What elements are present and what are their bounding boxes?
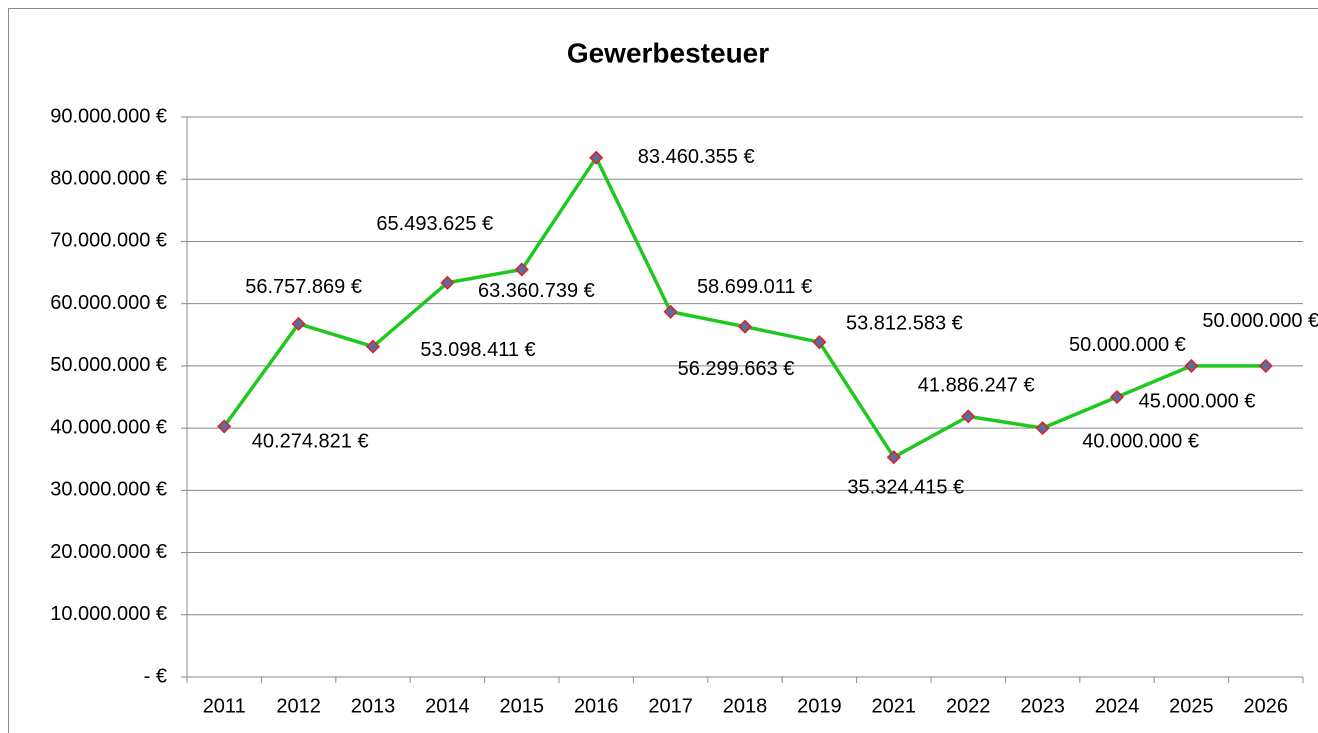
marker	[291, 316, 306, 331]
marker	[1035, 421, 1050, 436]
data-label: 63.360.739 €	[478, 280, 595, 302]
x-tick-label: 2018	[723, 695, 768, 717]
marker	[589, 150, 604, 165]
line	[222, 155, 1266, 459]
y-tick-label: 20.000.000 €	[50, 541, 167, 563]
data-label: 41.886.247 €	[918, 375, 1035, 397]
marker	[1184, 358, 1199, 373]
data-label: 50.000.000 €	[1202, 310, 1318, 332]
data-label: 50.000.000 €	[1069, 334, 1186, 356]
marker	[886, 450, 901, 465]
marker	[1258, 358, 1273, 373]
marker	[812, 335, 827, 350]
data-label: 45.000.000 €	[1139, 390, 1256, 412]
marker	[961, 409, 976, 424]
data-label: 40.000.000 €	[1082, 430, 1199, 452]
data-label: 58.699.011 €	[697, 276, 812, 298]
data-label: 40.274.821 €	[252, 431, 369, 453]
data-label: 65.493.625 €	[376, 213, 493, 235]
chart-frame	[8, 8, 1318, 733]
y-tick-label: 80.000.000 €	[50, 168, 167, 190]
chart-title: Gewerbesteuer	[567, 37, 769, 68]
y-tick-label: 90.000.000 €	[50, 105, 167, 127]
y-tick-label: 60.000.000 €	[50, 292, 167, 314]
x-tick-label: 2013	[351, 695, 396, 717]
y-tick-label: - €	[144, 665, 167, 687]
marker	[514, 262, 529, 277]
x-tick-label: 2015	[500, 695, 545, 717]
y-tick-label: 50.000.000 €	[50, 354, 167, 376]
marker	[217, 419, 232, 434]
marker	[440, 275, 455, 290]
y-tick-label: 30.000.000 €	[50, 479, 167, 501]
data-label: 53.812.583 €	[846, 312, 963, 334]
x-tick-label: 2012	[276, 695, 321, 717]
x-tick-label: 2014	[425, 695, 470, 717]
data-label: 56.299.663 €	[678, 358, 795, 380]
x-tick-label: 2023	[1020, 695, 1065, 717]
data-label: 83.460.355 €	[638, 146, 755, 168]
marker	[1109, 389, 1125, 405]
data-label: 53.098.411 €	[420, 339, 535, 361]
x-tick-label: 2026	[1244, 695, 1289, 717]
x-tick-label: 2022	[946, 695, 991, 717]
x-tick-label: 2016	[574, 695, 619, 717]
marker	[365, 339, 381, 354]
data-label: 56.757.869 €	[245, 276, 362, 298]
y-tick-label: 40.000.000 €	[50, 416, 167, 438]
x-tick-label: 2021	[872, 695, 917, 717]
x-tick-label: 2011	[203, 695, 246, 717]
marker	[663, 304, 678, 319]
x-tick-label: 2025	[1169, 695, 1214, 717]
x-tick-label: 2017	[648, 695, 693, 717]
y-tick-label: 10.000.000 €	[50, 603, 167, 625]
data-label: 35.324.415 €	[847, 476, 964, 498]
x-tick-label: 2019	[797, 695, 842, 717]
marker	[737, 319, 753, 334]
x-tick-label: 2024	[1095, 695, 1140, 717]
y-tick-label: 70.000.000 €	[50, 230, 167, 252]
